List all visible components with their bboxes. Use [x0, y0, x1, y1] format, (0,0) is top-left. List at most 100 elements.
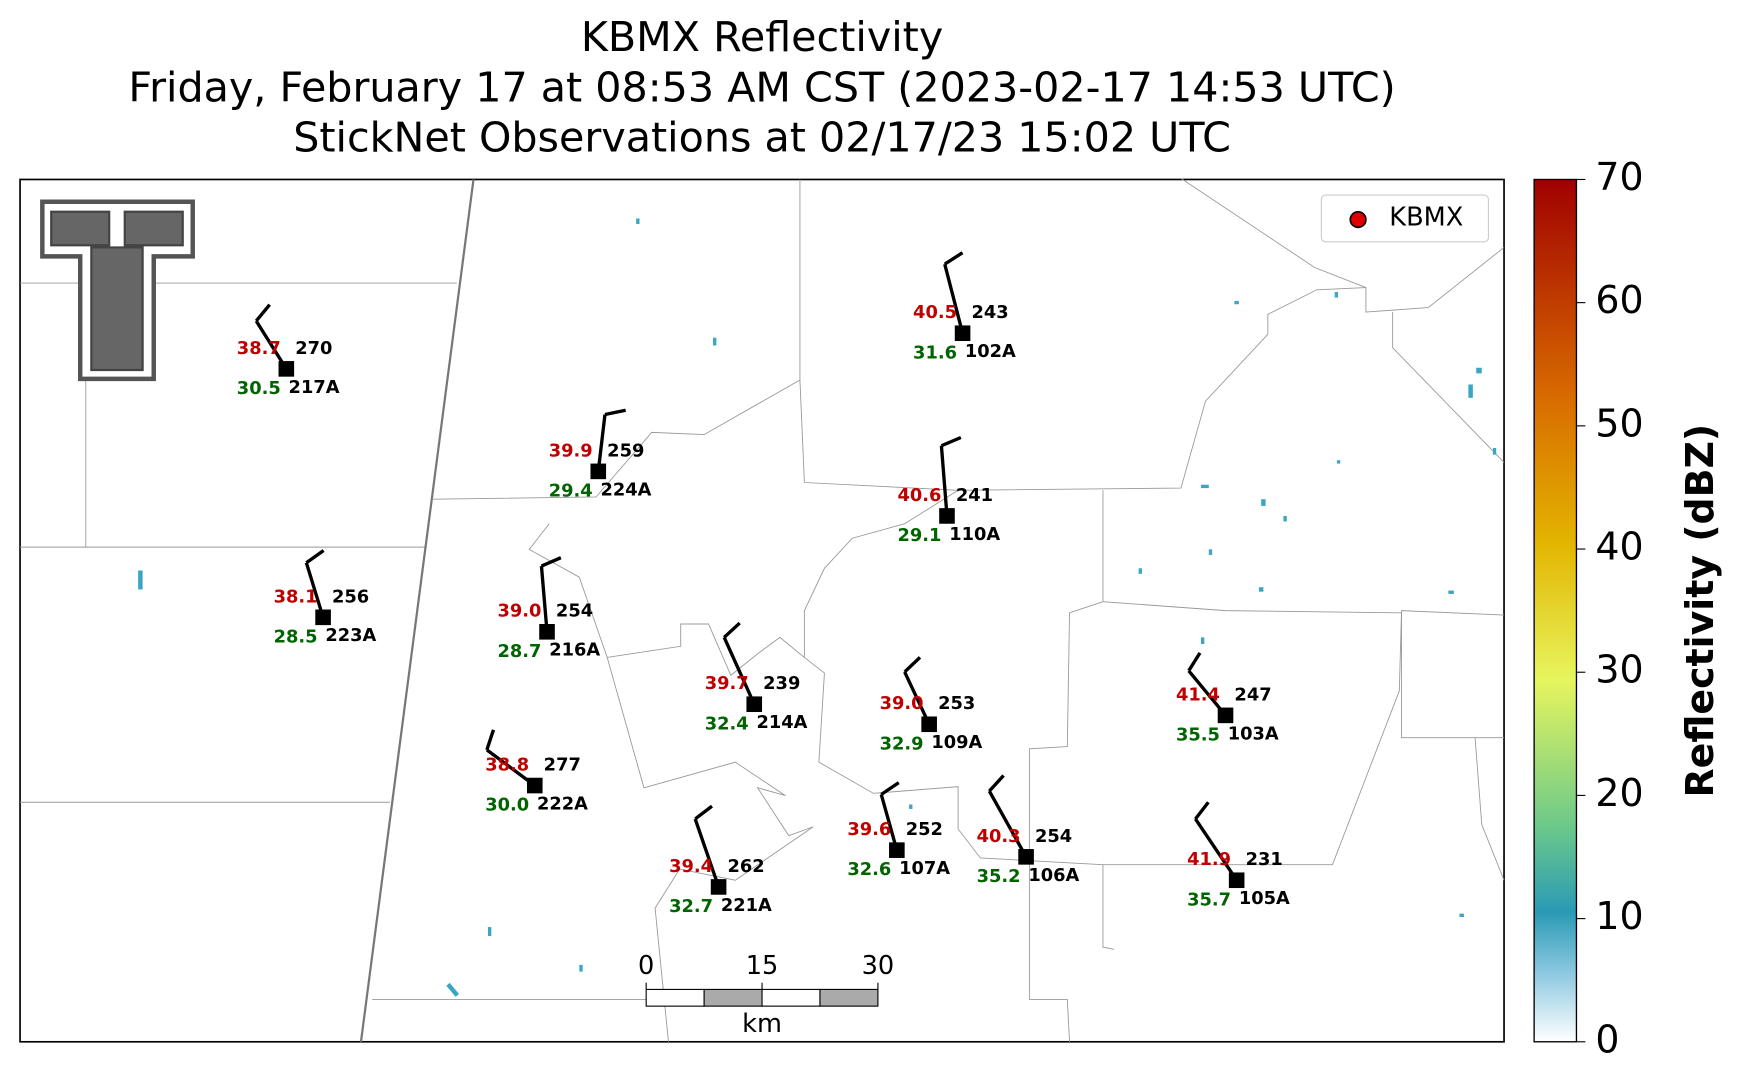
dewpoint: 31.6	[913, 342, 957, 363]
station-marker	[1228, 872, 1245, 889]
station-id: 214A	[756, 712, 807, 733]
temperature: 41.9	[1187, 849, 1231, 870]
wind-barb-flag	[988, 774, 1005, 793]
colorbar-tick-label: 0	[1595, 1017, 1619, 1061]
colorbar-tick-label: 10	[1595, 894, 1643, 938]
wind-barb	[693, 818, 721, 888]
station-marker	[590, 463, 607, 480]
station-value: 262	[728, 856, 765, 877]
county-borders	[20, 177, 1505, 1042]
wind-barb	[254, 320, 288, 370]
dewpoint: 29.4	[549, 480, 593, 501]
wind-barb-flag	[723, 621, 741, 639]
wind-barb-flag	[254, 303, 271, 323]
wind-barb	[539, 565, 549, 632]
reflectivity-echoes	[138, 218, 1497, 997]
scale-tick-label: 15	[746, 951, 779, 981]
station-id: 223A	[325, 625, 376, 646]
wind-barb-flag	[1194, 801, 1210, 820]
station: 39.7 239 32.4 214A	[705, 621, 808, 734]
title-line: KBMX Reflectivity	[581, 13, 943, 61]
scale-segment	[703, 988, 763, 1007]
dewpoint: 30.5	[237, 378, 281, 399]
station: 39.0 253 32.9 109A	[880, 656, 983, 754]
station-marker	[539, 624, 555, 640]
wind-barb-flag	[694, 804, 714, 821]
wind-barb-flag	[880, 781, 900, 796]
dewpoint: 32.9	[880, 733, 924, 754]
station: 38.1 256 28.5 223A	[274, 549, 376, 647]
stations: 38.7 270 30.5 217A 39.9 259 29.4 224A 38.1 256 28.…	[237, 251, 1290, 917]
station-value: 277	[544, 754, 581, 775]
scale-tick-label: 0	[638, 951, 654, 981]
dewpoint: 32.4	[705, 713, 749, 734]
dewpoint: 30.0	[485, 795, 529, 816]
scale-unit: km	[742, 1009, 782, 1039]
station-value: 231	[1246, 849, 1283, 870]
wind-barb	[1194, 818, 1239, 882]
scale-tick-label: 30	[862, 951, 895, 981]
station-marker	[278, 361, 295, 377]
title-line: Friday, February 17 at 08:53 AM CST (202…	[128, 63, 1395, 111]
station: 41.4 247 35.5 103A	[1176, 651, 1279, 745]
colorbar-tick-label: 50	[1595, 401, 1643, 445]
station-marker	[315, 609, 331, 626]
colorbar: Reflectivity (dBZ) 0 10 20 30 40 50 60 70	[1533, 155, 1722, 1061]
wind-barb	[987, 790, 1028, 858]
station-marker	[710, 879, 727, 895]
temperature: 38.7	[237, 338, 281, 359]
dewpoint: 28.7	[498, 641, 542, 662]
temperature: 39.9	[549, 440, 593, 461]
temperature: 38.1	[274, 586, 318, 607]
station-value: 253	[938, 693, 975, 714]
wind-barb-flag	[485, 729, 496, 751]
temperature: 40.3	[977, 826, 1021, 847]
wind-barb-flag	[604, 408, 626, 417]
title-line: StickNet Observations at 02/17/23 15:02 …	[293, 113, 1231, 161]
dewpoint: 29.1	[897, 525, 941, 546]
logo	[40, 199, 195, 382]
dewpoint: 32.6	[847, 859, 891, 880]
colorbar-label: Reflectivity (dBZ)	[1678, 424, 1722, 798]
colorbar-tick-label: 30	[1595, 648, 1643, 692]
station-value: 252	[906, 819, 943, 840]
temperature: 39.0	[498, 601, 542, 622]
station-id: 106A	[1028, 865, 1079, 886]
station-marker	[939, 508, 955, 524]
station-id: 224A	[601, 479, 652, 500]
scale-bar: 0 15 30 km	[638, 951, 894, 1039]
dewpoint: 32.7	[669, 896, 713, 917]
scale-segment	[761, 988, 821, 1007]
station: 38.8 277 30.0 222A	[485, 729, 588, 816]
station: 40.5 243 31.6 102A	[913, 251, 1016, 363]
station-value: 256	[332, 586, 369, 607]
station: 40.3 254 35.2 106A	[977, 774, 1079, 887]
station-marker	[1018, 849, 1034, 865]
wind-barb-flag	[540, 556, 562, 568]
scale-segment	[819, 988, 879, 1007]
temperature: 40.6	[897, 485, 941, 506]
station-id: 216A	[549, 640, 600, 661]
station-id: 105A	[1239, 888, 1290, 909]
station-value: 241	[956, 485, 993, 506]
station-value: 254	[556, 601, 593, 622]
station-id: 110A	[949, 524, 1000, 545]
wind-barb	[943, 263, 965, 334]
wind-barb	[939, 445, 949, 517]
dewpoint: 28.5	[274, 626, 318, 647]
temperature: 39.4	[669, 856, 713, 877]
wind-barb	[879, 794, 899, 851]
wind-barb-flag	[903, 656, 922, 674]
wind-barb	[485, 748, 536, 787]
temperature: 39.0	[880, 693, 924, 714]
temperature: 38.8	[485, 754, 529, 775]
station-id: 103A	[1228, 723, 1279, 744]
colorbar-tick-label: 70	[1595, 155, 1643, 199]
dewpoint: 35.2	[977, 866, 1021, 887]
station: 40.6 241 29.1 110A	[897, 435, 1000, 546]
station: 39.0 254 28.7 216A	[498, 556, 600, 662]
colorbar-tick-label: 60	[1595, 278, 1643, 322]
colorbar-tick-label: 20	[1595, 771, 1643, 815]
station-value: 254	[1035, 826, 1072, 847]
station: 39.6 252 32.6 107A	[847, 781, 950, 880]
